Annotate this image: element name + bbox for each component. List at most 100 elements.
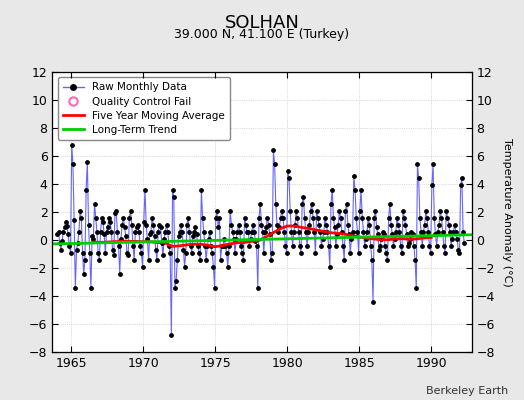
Point	[113, 228, 122, 235]
Point	[251, 238, 259, 244]
Point	[141, 186, 149, 193]
Point	[296, 242, 304, 249]
Point	[351, 186, 359, 193]
Text: Berkeley Earth: Berkeley Earth	[426, 386, 508, 396]
Point	[374, 231, 382, 238]
Point	[448, 235, 456, 242]
Point	[143, 235, 151, 242]
Point	[331, 224, 339, 230]
Point	[265, 222, 273, 228]
Point	[390, 235, 399, 242]
Point	[79, 250, 87, 256]
Point	[61, 218, 70, 225]
Point	[345, 231, 353, 238]
Point	[453, 235, 461, 242]
Point	[434, 228, 442, 235]
Point	[161, 228, 170, 235]
Point	[114, 242, 123, 249]
Point	[173, 256, 181, 263]
Point	[403, 242, 412, 249]
Point	[410, 242, 418, 249]
Point	[418, 242, 427, 249]
Point	[151, 246, 160, 253]
Point	[300, 214, 309, 221]
Point	[172, 278, 180, 284]
Point	[399, 207, 407, 214]
Point	[60, 224, 69, 230]
Point	[309, 214, 317, 221]
Point	[155, 222, 163, 228]
Point	[96, 228, 105, 235]
Point	[417, 228, 425, 235]
Point	[290, 228, 298, 235]
Point	[297, 250, 305, 256]
Point	[197, 186, 205, 193]
Point	[68, 142, 76, 148]
Point	[432, 242, 441, 249]
Point	[225, 242, 233, 249]
Point	[435, 222, 443, 228]
Point	[361, 242, 369, 249]
Point	[406, 235, 414, 242]
Point	[232, 235, 241, 242]
Point	[298, 200, 307, 207]
Point	[245, 242, 254, 249]
Point	[135, 228, 143, 235]
Point	[182, 250, 190, 256]
Point	[323, 228, 332, 235]
Point	[244, 228, 253, 235]
Point	[381, 242, 389, 249]
Point	[383, 256, 391, 263]
Point	[130, 256, 138, 263]
Point	[90, 200, 99, 207]
Point	[233, 228, 242, 235]
Point	[158, 240, 166, 246]
Point	[193, 242, 202, 249]
Point	[303, 242, 311, 249]
Point	[101, 250, 110, 256]
Point	[449, 228, 457, 235]
Point	[56, 240, 64, 246]
Point	[422, 207, 430, 214]
Point	[416, 214, 424, 221]
Point	[171, 284, 179, 291]
Point	[188, 250, 196, 256]
Point	[234, 222, 243, 228]
Point	[344, 222, 352, 228]
Point	[82, 186, 90, 193]
Point	[305, 222, 314, 228]
Point	[146, 231, 154, 238]
Text: 39.000 N, 41.100 E (Turkey): 39.000 N, 41.100 E (Turkey)	[174, 28, 350, 41]
Point	[209, 263, 217, 270]
Point	[167, 332, 176, 338]
Point	[162, 222, 171, 228]
Point	[322, 222, 331, 228]
Point	[131, 228, 139, 235]
Point	[263, 214, 271, 221]
Point	[431, 231, 440, 238]
Point	[199, 214, 207, 221]
Point	[124, 252, 133, 259]
Point	[217, 242, 226, 249]
Point	[227, 222, 236, 228]
Point	[116, 270, 124, 277]
Point	[150, 233, 159, 239]
Point	[350, 172, 358, 179]
Point	[398, 250, 406, 256]
Point	[320, 228, 328, 235]
Point	[89, 235, 97, 242]
Point	[359, 228, 368, 235]
Point	[315, 222, 323, 228]
Point	[364, 214, 373, 221]
Point	[238, 250, 246, 256]
Point	[87, 284, 95, 291]
Point	[382, 250, 390, 256]
Point	[202, 256, 210, 263]
Point	[412, 284, 420, 291]
Point	[203, 242, 212, 249]
Point	[459, 228, 467, 235]
Point	[255, 214, 263, 221]
Point	[84, 222, 93, 228]
Point	[278, 207, 286, 214]
Point	[347, 235, 356, 242]
